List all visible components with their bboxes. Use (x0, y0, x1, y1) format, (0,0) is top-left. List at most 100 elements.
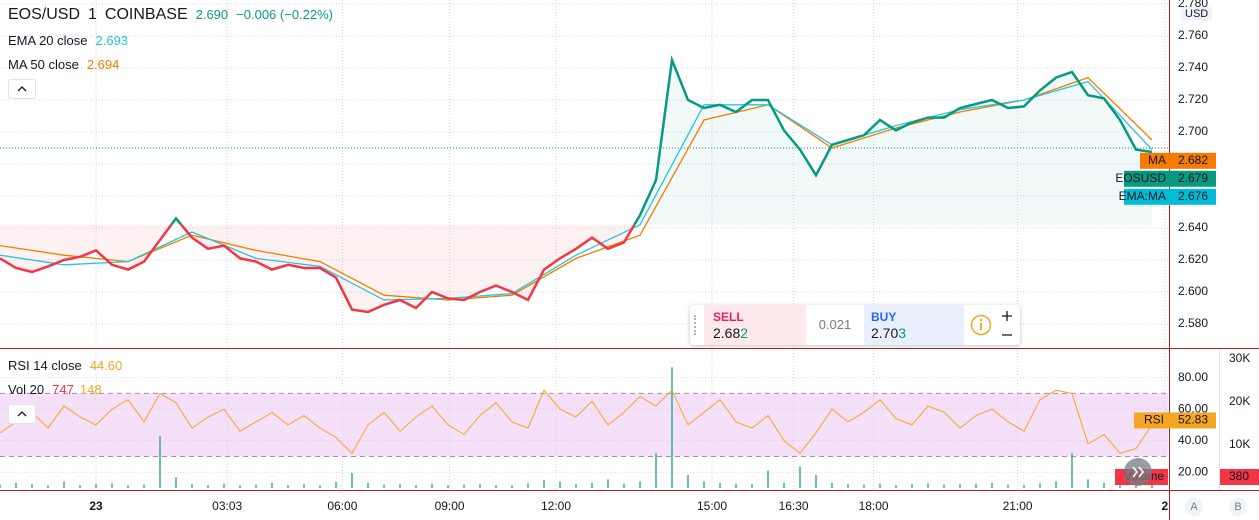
volume-bar (1103, 482, 1105, 488)
legend-value: 2.693 (95, 33, 129, 48)
volume-bar (319, 485, 321, 488)
price-label: MA 2.682 (1140, 152, 1216, 169)
price-digit: 2 (740, 325, 749, 341)
sell-button[interactable]: SELL 2.682 (704, 305, 806, 345)
x-tick-label: 16:30 (779, 499, 809, 513)
volume-bar (479, 484, 481, 488)
volume-bar (15, 482, 17, 488)
scroll-button[interactable] (1124, 458, 1152, 486)
x-tick-label: 06:00 (327, 499, 357, 513)
price-label-name: MA (1148, 153, 1166, 167)
trade-panel: SELL 2.682 0.021 BUY 2.703 (690, 305, 1020, 345)
x-tick-label: 03:03 (212, 499, 242, 513)
volume-bar (351, 472, 353, 488)
volume-bar (607, 479, 609, 488)
stepper[interactable] (998, 307, 1016, 343)
header: EOS/USD 1 COINBASE 2.690 −0.006 (−0.22%) (8, 6, 333, 24)
volume-bar (1087, 479, 1089, 488)
indicator-line (0, 80, 1153, 301)
volume-bar (1023, 484, 1025, 488)
volume-label-bg (1220, 469, 1259, 485)
volume-bar (975, 483, 977, 488)
volume-bar (1007, 484, 1009, 488)
legend-name: RSI 14 close (8, 358, 82, 373)
volume-bar (879, 483, 881, 488)
price-label-value: 2.676 (1178, 189, 1208, 203)
volume-bar (575, 484, 577, 488)
volume-label-value: 380 (1229, 469, 1249, 483)
price-label: EMA:MA 2.676 (1119, 188, 1216, 205)
scale-button[interactable]: B (1229, 498, 1247, 516)
volume-bar (47, 485, 49, 488)
price-digit: 3 (898, 325, 907, 341)
sell-label: SELL (713, 310, 744, 324)
x-tick-label: 12:00 (541, 499, 571, 513)
price-change: −0.006 (−0.22%) (236, 7, 334, 22)
y-tick-label: 80.00 (1178, 370, 1208, 384)
legend-value: 747 (52, 382, 74, 397)
collapse-button[interactable] (8, 79, 36, 99)
collapse-button[interactable] (8, 404, 36, 424)
volume-bar (191, 484, 193, 488)
auto-button[interactable]: A (1185, 498, 1203, 516)
volume-bar (847, 484, 849, 488)
volume-bar (927, 483, 929, 488)
legend-name: Vol 20 (8, 382, 45, 397)
price-label-name: EOSUSD (1115, 171, 1166, 185)
volume-bar (735, 483, 737, 488)
volume-bar (239, 485, 241, 488)
legend-ma: MA 50 close 2.694 (8, 57, 119, 72)
legend-value: 2.694 (86, 57, 120, 72)
volume-bar (111, 483, 113, 488)
volume-bar (783, 482, 785, 488)
volume-bar (447, 485, 449, 488)
price-label-name: EMA:MA (1119, 189, 1166, 203)
volume-bar (463, 484, 465, 488)
volume-bar (943, 484, 945, 488)
y-tick-label: 2.700 (1178, 124, 1208, 138)
y2-tick-label: 30K (1229, 351, 1250, 365)
volume-bar (335, 481, 337, 488)
volume-bar (591, 482, 593, 488)
volume-bar (911, 484, 913, 488)
volume-bar (543, 480, 545, 488)
volume-bar (175, 477, 177, 488)
volume-bar (431, 483, 433, 488)
rsi-label-value: 52.83 (1178, 413, 1208, 427)
y2-tick-label: 20K (1229, 394, 1250, 408)
volume-bar (255, 484, 257, 488)
y-tick-label: 2.740 (1178, 60, 1208, 74)
volume-bar (143, 484, 145, 488)
price-line-up (169, 55, 1153, 225)
volume-bar (703, 481, 705, 488)
drag-handle[interactable] (694, 315, 700, 335)
legend-value: 44.60 (89, 358, 123, 373)
volume-bar (831, 482, 833, 488)
price-label-value: 2.682 (1178, 153, 1208, 167)
price-main: 2.70 (871, 325, 899, 341)
y-tick-label: 60.00 (1178, 401, 1208, 415)
interval: 1 (88, 6, 97, 23)
volume-bar (223, 483, 225, 488)
volume-bar (207, 484, 209, 488)
volume-bar (639, 481, 641, 488)
price-label-bg (1124, 188, 1216, 205)
buy-button[interactable]: BUY 2.703 (864, 305, 964, 345)
info-icon[interactable] (970, 314, 992, 336)
y-tick-label: 2.780 (1178, 0, 1208, 10)
legend-ema: EMA 20 close 2.693 (8, 33, 128, 48)
legend-rsi: RSI 14 close 44.60 (8, 358, 122, 373)
y2-tick-label: 10K (1229, 437, 1250, 451)
volume-bar (0, 484, 1, 488)
volume-bar (815, 475, 817, 488)
volume-bar (991, 482, 993, 488)
y-tick-label: 2.600 (1178, 284, 1208, 298)
volume-bar (895, 484, 897, 488)
volume-bar (95, 484, 97, 488)
symbol: EOS/USD (8, 6, 81, 23)
chevron (17, 411, 27, 417)
rsi-band (0, 393, 1168, 457)
